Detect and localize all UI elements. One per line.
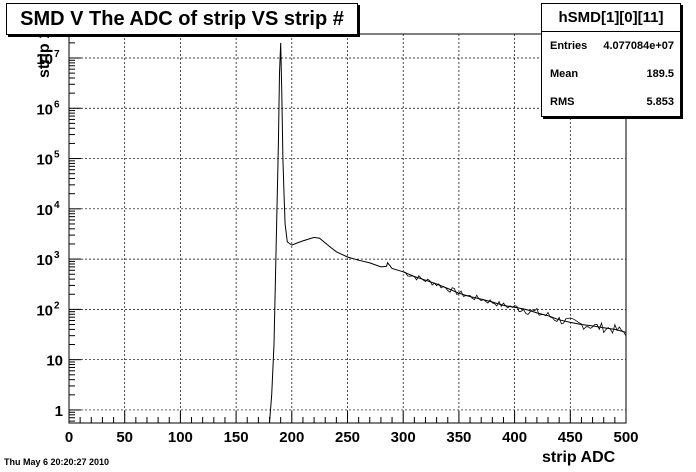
stats-box: hSMD[1][0][11] Entries 4.077084e+07 Mean… [541, 3, 681, 117]
x-tick-label: 200 [279, 429, 304, 446]
x-tick-label: 50 [116, 429, 133, 446]
stats-row-mean: Mean 189.5 [542, 60, 680, 88]
y-tick-exponent: 6 [54, 99, 60, 110]
stats-label: Mean [550, 68, 579, 80]
x-tick-label: 450 [558, 429, 583, 446]
y-tick-label: 10 [36, 101, 53, 118]
datestamp: Thu May 6 20:20:27 2010 [4, 457, 110, 467]
y-tick-exponent: 3 [54, 250, 60, 261]
y-tick-exponent: 2 [54, 300, 60, 311]
y-tick-label: 10 [36, 51, 53, 68]
stats-value: 189.5 [646, 68, 674, 80]
x-axis: 0 50 100 150 200 250 300 350 400 450 500 [65, 411, 639, 446]
x-tick-label: 100 [168, 429, 193, 446]
y-tick-exponent: 5 [54, 150, 60, 161]
x-tick-label: 0 [65, 429, 73, 446]
x-tick-label: 500 [613, 429, 638, 446]
stats-histogram-name: hSMD[1][0][11] [542, 4, 680, 32]
series-line [269, 42, 627, 424]
grid-lines [68, 34, 627, 423]
stats-value: 5.853 [646, 96, 674, 108]
stats-row-entries: Entries 4.077084e+07 [542, 32, 680, 60]
y-tick-label: 10 [46, 353, 63, 370]
stats-label: Entries [550, 40, 588, 52]
series-noise-line [403, 271, 627, 337]
x-tick-label: 400 [502, 429, 527, 446]
stats-label: RMS [550, 96, 575, 108]
series-noise [403, 271, 627, 337]
y-tick-label: 1 [55, 403, 63, 420]
y-tick-label: 10 [36, 302, 53, 319]
y-tick-label: 10 [36, 202, 53, 219]
stats-value: 4.077084e+07 [603, 40, 674, 52]
y-tick-exponent: 4 [54, 200, 60, 211]
x-tick-label: 350 [446, 429, 471, 446]
stats-row-rms: RMS 5.853 [542, 88, 680, 116]
y-tick-label: 10 [36, 252, 53, 269]
y-tick-exponent: 7 [54, 49, 60, 60]
chart-title: SMD V The ADC of strip VS strip # [6, 3, 358, 35]
x-axis-label: strip ADC [542, 449, 616, 466]
x-tick-label: 300 [391, 429, 416, 446]
x-tick-label: 250 [335, 429, 360, 446]
y-tick-label: 10 [36, 152, 53, 169]
x-tick-label: 150 [224, 429, 249, 446]
